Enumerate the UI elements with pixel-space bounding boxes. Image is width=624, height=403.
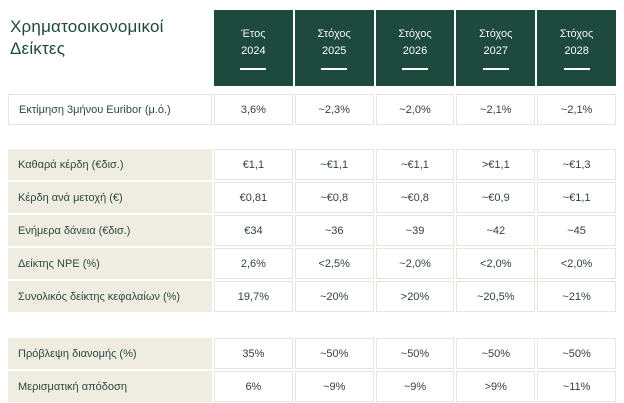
value-cell: ~9%	[375, 371, 455, 402]
value-cell: €1,1	[214, 149, 293, 180]
page-title-line1: Χρηματοοικονομικοί	[10, 17, 164, 36]
value-cell: ~20%	[294, 281, 374, 312]
value-cell: ~2,1%	[537, 94, 616, 125]
value-cell: ~42	[456, 215, 536, 246]
row-group: Πρόβλεψη διανομής (%) 35% ~50% ~50% ~50% ~50%…	[8, 338, 616, 402]
row-label: Κέρδη ανά μετοχή (€)	[8, 182, 212, 213]
value-cell: <2,5%	[294, 248, 374, 279]
value-cell: ~€1,1	[375, 149, 455, 180]
value-cell: €0,81	[214, 182, 293, 213]
row-label: Πρόβλεψη διανομής (%)	[8, 338, 212, 369]
value-cell: ~50%	[537, 338, 616, 369]
row-label: Δείκτης NPE (%)	[8, 248, 212, 279]
row-label: Εκτίμηση 3μήνου Euribor (μ.ό.)	[8, 94, 212, 125]
header-underline-bar	[482, 68, 509, 70]
column-header-label: Στόχος	[398, 28, 432, 40]
value-cell: 2,6%	[214, 248, 293, 279]
value-cell: 35%	[214, 338, 293, 369]
value-cell: ~39	[375, 215, 455, 246]
value-cell: ~50%	[456, 338, 536, 369]
value-cell: 3,6%	[214, 94, 293, 125]
column-header: Στόχος 2025	[294, 10, 374, 86]
column-header: Στόχος 2028	[537, 10, 616, 86]
value-cell: <2,0%	[537, 248, 616, 279]
row-group: Εκτίμηση 3μήνου Euribor (μ.ό.) 3,6% ~2,3% ~…	[8, 94, 616, 125]
value-cell: ~50%	[375, 338, 455, 369]
value-cell: ~36	[294, 215, 374, 246]
page-title-line2: Δείκτες	[10, 39, 66, 59]
value-cell: €34	[214, 215, 293, 246]
header-underline-bar	[321, 68, 348, 70]
value-cell: >9%	[456, 371, 536, 402]
value-cell: ~2,1%	[456, 94, 536, 125]
value-cell: ~45	[537, 215, 616, 246]
column-header: Στόχος 2027	[456, 10, 536, 86]
column-header-label: Στόχος	[479, 28, 513, 40]
value-cell: ~€0,8	[375, 182, 455, 213]
column-header-year: 2025	[321, 44, 347, 57]
value-cell: ~20,5%	[456, 281, 536, 312]
row-label: Καθαρά κέρδη (€δισ.)	[8, 149, 212, 180]
value-cell: ~2,0%	[375, 248, 455, 279]
value-cell: ~11%	[537, 371, 616, 402]
column-header-year: 2024	[241, 44, 266, 57]
column-header-label: Στόχος	[317, 28, 351, 40]
value-cell: ~€1,1	[537, 182, 616, 213]
value-cell: >€1,1	[456, 149, 536, 180]
row-label: Συνολικός δείκτης κεφαλαίων (%)	[8, 281, 212, 312]
value-cell: ~€0,8	[294, 182, 374, 213]
header-underline-bar	[240, 68, 267, 70]
value-cell: 19,7%	[214, 281, 293, 312]
row-group: Καθαρά κέρδη (€δισ.) €1,1 ~€1,1 ~€1,1 >€1,1 ~…	[8, 149, 616, 312]
header-underline-bar	[401, 68, 428, 70]
table-body: Εκτίμηση 3μήνου Euribor (μ.ό.) 3,6% ~2,3% ~…	[8, 94, 616, 402]
value-cell: ~50%	[294, 338, 374, 369]
table-header-row: Χρηματοοικονομικοί Δείκτες Έτος 2024 Στόχο…	[8, 10, 616, 86]
value-cell: <2,0%	[456, 248, 536, 279]
column-header-year: 2027	[483, 44, 509, 57]
column-header-label: Έτος	[241, 28, 266, 40]
value-cell: ~21%	[537, 281, 616, 312]
column-header-year: 2026	[402, 44, 428, 57]
row-label: Ενήμερα δάνεια (€δισ.)	[8, 215, 212, 246]
value-cell: ~2,0%	[375, 94, 455, 125]
value-cell: >20%	[375, 281, 455, 312]
value-cell: ~€0,9	[456, 182, 536, 213]
value-cell: ~€1,3	[537, 149, 616, 180]
column-header: Στόχος 2026	[375, 10, 455, 86]
header-underline-bar	[563, 68, 590, 70]
page-title: Χρηματοοικονομικοί Δείκτες	[8, 10, 212, 86]
column-header-label: Στόχος	[559, 28, 594, 40]
column-header-year: 2028	[564, 44, 589, 57]
value-cell: ~€1,1	[294, 149, 374, 180]
row-label: Μερισματική απόδοση	[8, 371, 212, 402]
value-cell: 6%	[214, 371, 293, 402]
value-cell: ~2,3%	[294, 94, 374, 125]
value-cell: ~9%	[294, 371, 374, 402]
column-header: Έτος 2024	[214, 10, 293, 86]
